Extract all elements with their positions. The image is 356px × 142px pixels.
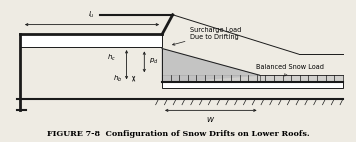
Text: FIGURE 7-8  Configuration of Snow Drifts on Lower Roofs.: FIGURE 7-8 Configuration of Snow Drifts …: [47, 130, 309, 138]
Bar: [162, 75, 343, 82]
Text: Surcharge Load
Due to Drifting: Surcharge Load Due to Drifting: [173, 27, 242, 45]
Polygon shape: [162, 49, 260, 82]
Text: $\mathit{h_d}$: $\mathit{h_d}$: [149, 55, 158, 66]
Text: $\mathit{h_b}$: $\mathit{h_b}$: [113, 74, 123, 84]
Bar: [162, 82, 343, 88]
Bar: [20, 35, 162, 47]
Text: $\mathit{W}$: $\mathit{W}$: [206, 115, 215, 124]
Text: $\mathit{p_d}$: $\mathit{p_d}$: [149, 57, 158, 66]
Text: $\mathit{h_c}$: $\mathit{h_c}$: [107, 53, 116, 63]
Text: Balanced Snow Load: Balanced Snow Load: [256, 64, 324, 76]
Text: $\mathit{l_u}$: $\mathit{l_u}$: [88, 10, 95, 20]
